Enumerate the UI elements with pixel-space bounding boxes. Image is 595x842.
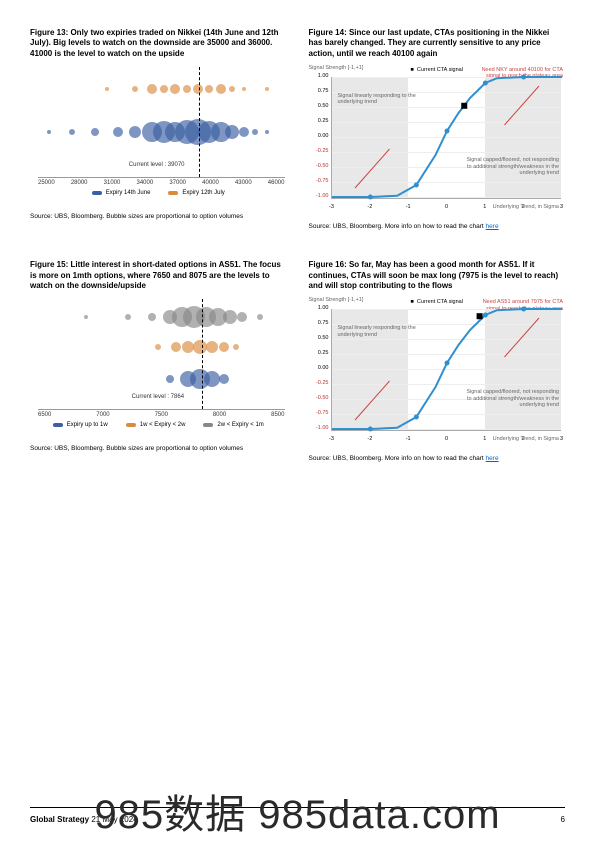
fig14-link[interactable]: here	[486, 223, 499, 230]
watermark: 985数据 985data.com	[0, 782, 595, 840]
fig13-chart: Current level : 390702500028000310003400…	[30, 67, 287, 207]
footer: Global Strategy 21 May 2024 6	[30, 815, 565, 824]
fig14-source: Source: UBS, Bloomberg. More info on how…	[309, 223, 566, 230]
fig15-title: Figure 15: Little interest in short-date…	[30, 260, 287, 291]
footer-page: 6	[561, 815, 565, 824]
footer-title: Global Strategy	[30, 815, 89, 824]
fig13-source: Source: UBS, Bloomberg. Bubble sizes are…	[30, 213, 287, 220]
fig16-title: Figure 16: So far, May has been a good m…	[309, 260, 566, 291]
fig15-source: Source: UBS, Bloomberg. Bubble sizes are…	[30, 445, 287, 452]
footer-rule	[30, 807, 565, 808]
fig13-title: Figure 13: Only two expiries traded on N…	[30, 28, 287, 59]
fig14-title: Figure 14: Since our last update, CTAs p…	[309, 28, 566, 59]
footer-date: 21 May 2024	[91, 815, 137, 824]
fig16-link[interactable]: here	[486, 455, 499, 462]
fig16-chart: Signal Strength [-1,+1]■Current CTA sign…	[309, 299, 566, 449]
fig14-chart: Signal Strength [-1,+1]■Current CTA sign…	[309, 67, 566, 217]
fig16-source: Source: UBS, Bloomberg. More info on how…	[309, 455, 566, 462]
fig15-chart: Current level : 786465007000750080008500…	[30, 299, 287, 439]
